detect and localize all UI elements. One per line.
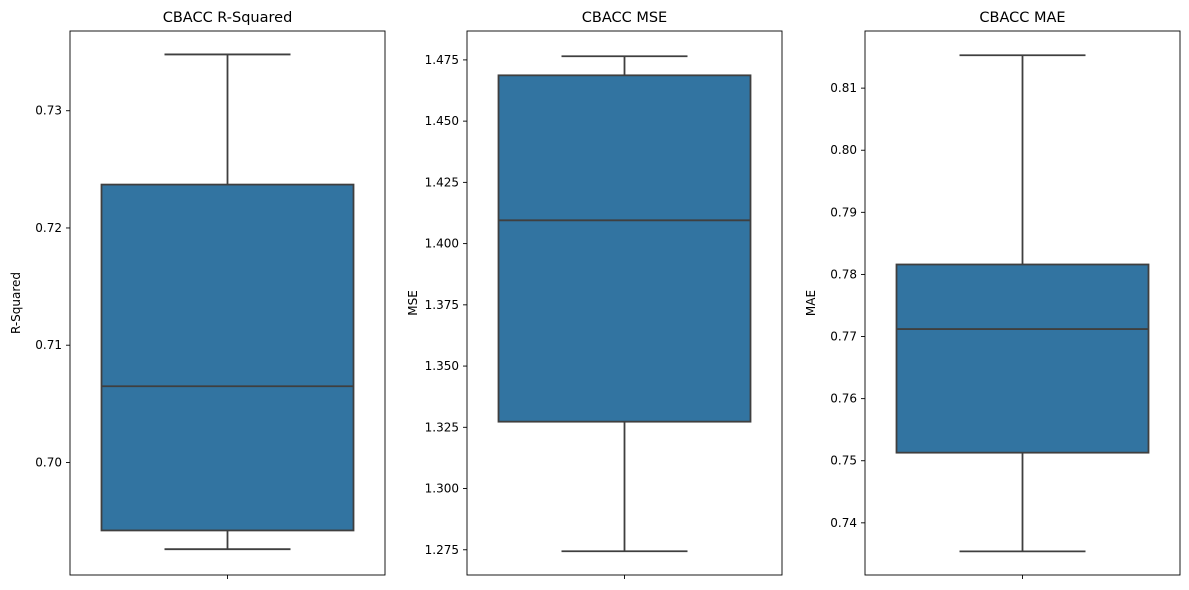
subplot-1: 0.70 0.71 0.72 0.73 CBACC R-Squared R-Squared <box>9 10 386 579</box>
y-tick-label: 1.325 <box>425 420 459 434</box>
y-tick-label: 0.75 <box>830 454 857 468</box>
box <box>100 183 355 532</box>
y-tick-label: 1.300 <box>425 482 459 496</box>
y-tick-label: 1.450 <box>425 114 459 128</box>
y-tick-label: 0.72 <box>35 221 62 235</box>
y-tick-label: 0.79 <box>830 205 857 219</box>
box <box>895 263 1150 454</box>
y-axis-label: MSE <box>406 290 420 316</box>
y-tick-label: 1.275 <box>425 543 459 557</box>
y-tick-label: 0.71 <box>35 338 62 352</box>
box <box>497 74 752 423</box>
chart-title: CBACC R-Squared <box>163 10 293 26</box>
y-tick-label: 0.74 <box>830 516 857 530</box>
chart-title: CBACC MAE <box>979 10 1065 26</box>
y-axis-label: R-Squared <box>9 272 23 334</box>
y-tick-label: 0.78 <box>830 267 857 281</box>
chart-title: CBACC MSE <box>582 10 667 26</box>
subplot-3: 0.74 0.75 0.76 0.77 0.78 0.79 0.80 0.81 CBACC MA… <box>804 10 1181 579</box>
y-tick-label: 0.77 <box>830 330 857 344</box>
y-axis-label: MAE <box>804 290 818 316</box>
y-tick-label: 1.350 <box>425 359 459 373</box>
y-tick-label: 0.70 <box>35 455 62 469</box>
y-tick-label: 1.425 <box>425 175 459 189</box>
y-tick-label: 1.375 <box>425 298 459 312</box>
y-tick-label: 1.475 <box>425 53 459 67</box>
y-tick-label: 1.400 <box>425 237 459 251</box>
subplot-2: 1.275 1.300 1.325 1.350 1.375 1.400 1.425 1.450… <box>406 10 783 579</box>
y-tick-label: 0.76 <box>830 392 857 406</box>
y-tick-label: 0.81 <box>830 81 857 95</box>
y-tick-label: 0.80 <box>830 143 857 157</box>
y-tick-label: 0.73 <box>35 104 62 118</box>
